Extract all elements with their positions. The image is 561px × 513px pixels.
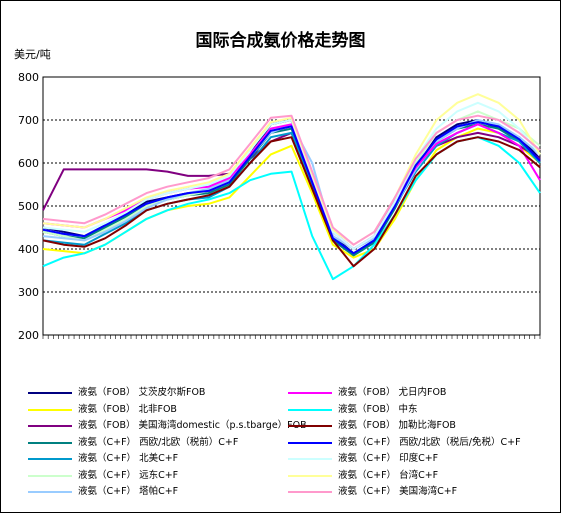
- y-tick-label-800: 800: [18, 71, 39, 84]
- chart-title: 国际合成氨价格走势图: [195, 31, 366, 51]
- series-line-1: [42, 127, 541, 259]
- legend-swatch: [288, 441, 332, 444]
- y-tick-label-600: 600: [18, 157, 39, 170]
- legend-label: 液氨（FOB） 中东: [338, 403, 418, 415]
- legend-label: 液氨（C+F） 北美C+F: [78, 453, 179, 464]
- legend-swatch: [28, 474, 72, 477]
- y-tick-label-200: 200: [18, 329, 39, 342]
- y-tick-label-700: 700: [18, 114, 39, 127]
- series-line-13: [42, 114, 541, 246]
- series-line-4: [42, 123, 541, 255]
- legend-label: 液氨（C+F） 美国海湾C+F: [338, 486, 458, 497]
- legend-label: 液氨（C+F） 西欧/北欧（税前）C+F: [78, 436, 239, 448]
- legend-swatch: [28, 425, 72, 427]
- legend-label: 液氨（C+F） 塔帕C+F: [78, 486, 179, 497]
- legend-swatch: [28, 408, 72, 411]
- series-line-3: [42, 123, 541, 257]
- legend-label: 液氨（C+F） 台湾C+F: [338, 469, 439, 481]
- legend-swatch: [288, 491, 332, 493]
- legend-swatch: [288, 458, 332, 460]
- series-line-9: [42, 136, 541, 268]
- legend-label: 液氨（FOB） 加勒比海FOB: [338, 420, 456, 431]
- legend-label: 液氨（FOB） 美国海湾domestic（p.s.tbarge）FOB: [78, 420, 307, 431]
- legend-label: 液氨（FOB） 北非FOB: [78, 403, 177, 415]
- legend-label: 液氨（C+F） 西欧/北欧（税后/免税）C+F: [338, 436, 521, 448]
- y-tick-label-400: 400: [18, 243, 39, 256]
- y-tick-label-500: 500: [18, 200, 39, 213]
- legend-swatch: [28, 491, 72, 493]
- legend-label: 液氨（C+F） 远东C+F: [78, 469, 179, 481]
- legend-swatch: [28, 441, 72, 444]
- legend-label: 液氨（C+F） 印度C+F: [338, 453, 439, 464]
- series-line-7: [42, 123, 541, 250]
- legend-label: 液氨（FOB） 艾茨皮尔斯FOB: [78, 387, 206, 398]
- y-tick-label-300: 300: [18, 286, 39, 299]
- y-axis-unit-label: 美元/吨: [14, 48, 51, 61]
- series-line-10: [42, 121, 541, 255]
- legend-label: 液氨（FOB） 尤日内FOB: [338, 387, 447, 398]
- legend-swatch: [288, 474, 332, 477]
- legend-swatch: [288, 392, 332, 394]
- legend-swatch: [28, 458, 72, 460]
- legend-swatch: [288, 408, 332, 411]
- line-chart: 200 300 400 500 600 700 800: [18, 71, 541, 342]
- legend-swatch: [28, 392, 72, 394]
- legend-swatch: [288, 425, 332, 427]
